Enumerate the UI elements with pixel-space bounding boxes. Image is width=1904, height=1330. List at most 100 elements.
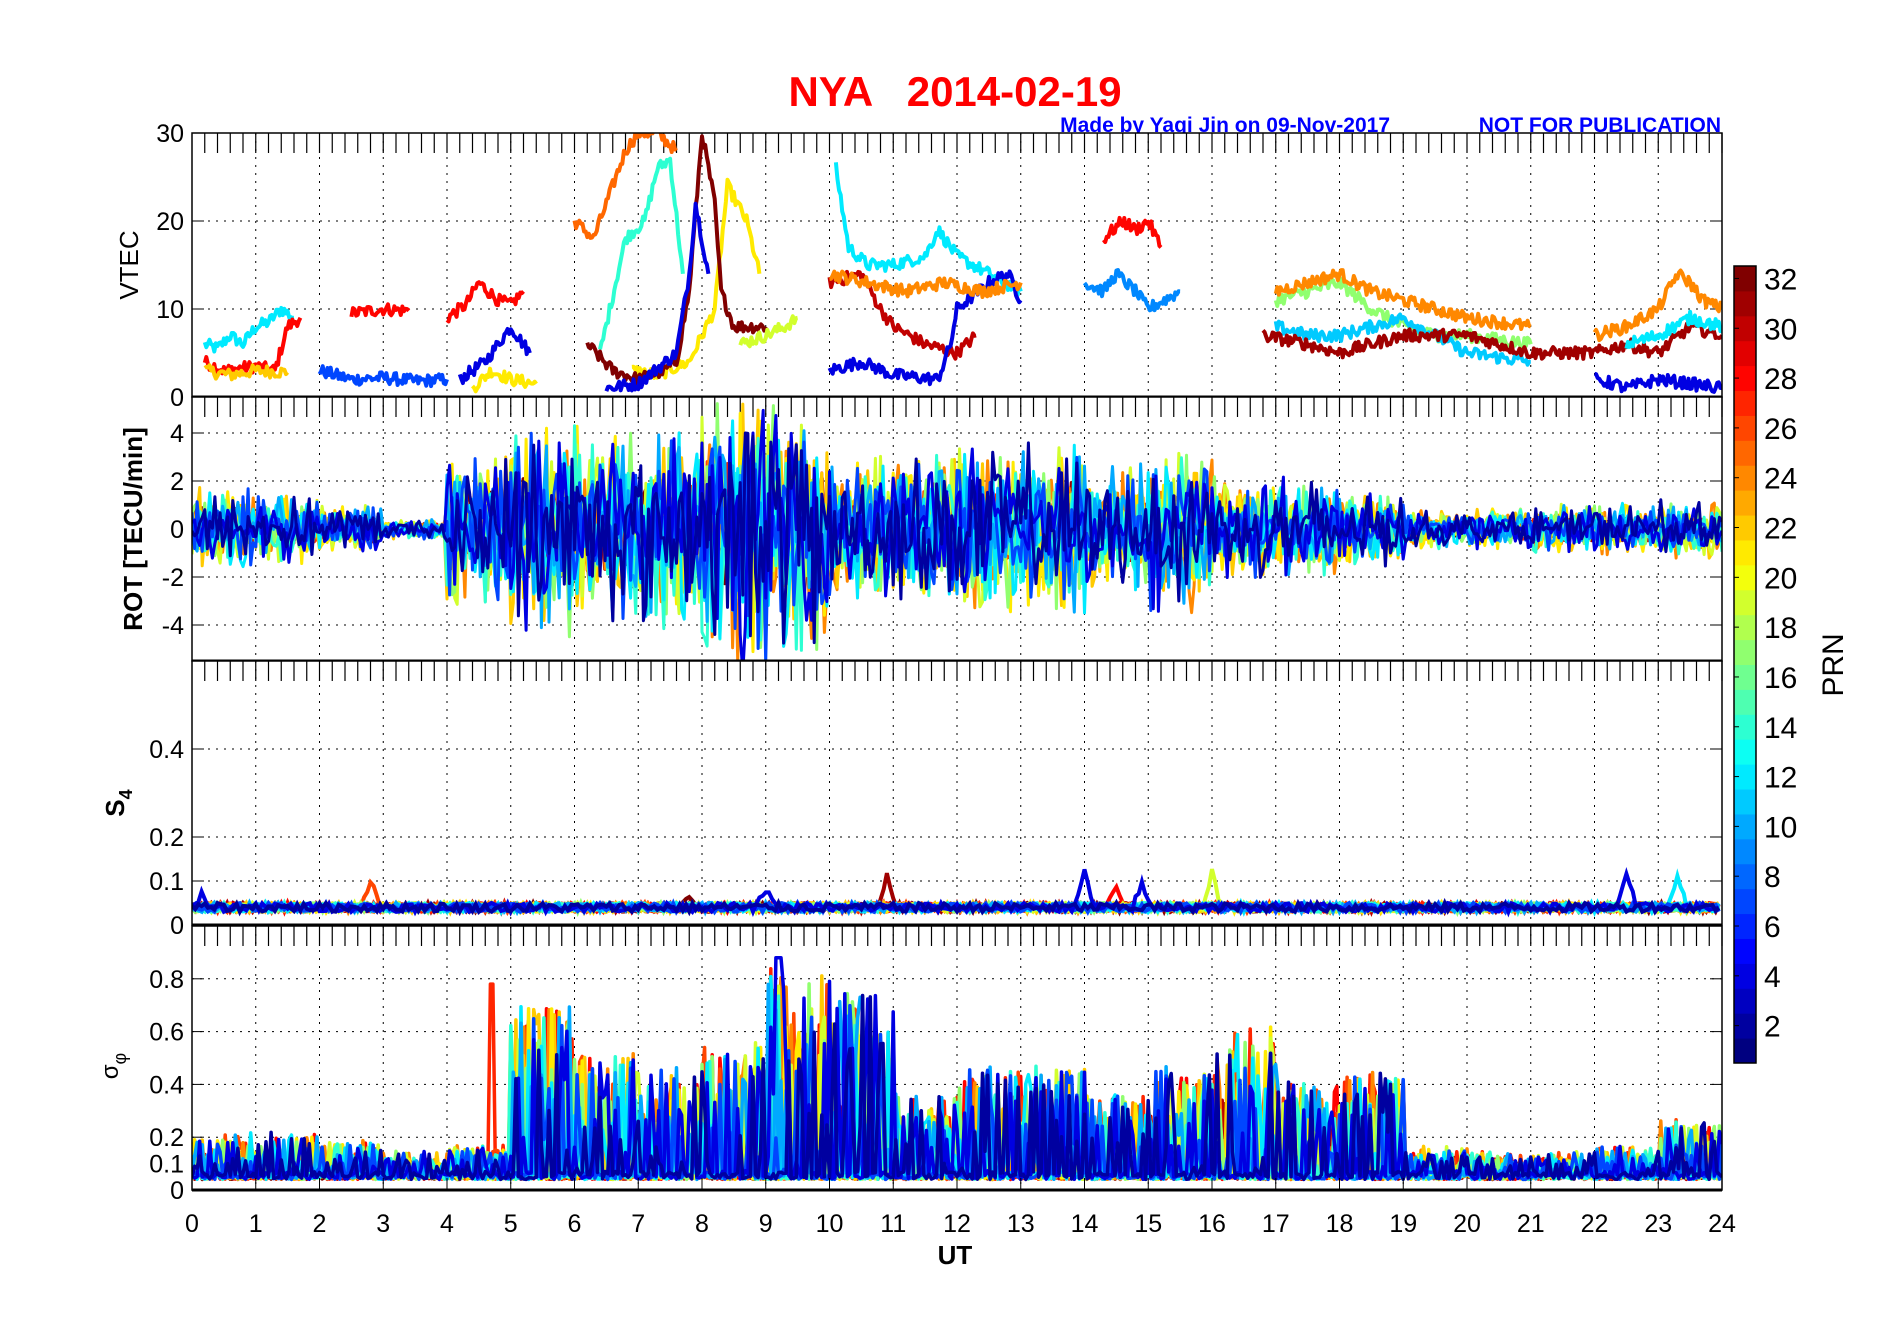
colorbar-swatch-5 bbox=[1734, 938, 1756, 964]
panel-rot: -4 -2 0 2 4 ROT [TECU/min] bbox=[118, 396, 1723, 663]
plot-area bbox=[192, 661, 1722, 925]
x-tick-label: 4 bbox=[440, 1210, 454, 1238]
colorbar-swatch-3 bbox=[1734, 988, 1756, 1014]
x-tick-label: 23 bbox=[1644, 1210, 1672, 1238]
vtec-series-prn-7 bbox=[317, 364, 449, 389]
colorbar-label: PRN bbox=[1817, 633, 1850, 696]
colorbar-swatch-2 bbox=[1734, 1013, 1756, 1039]
y-tick-label: 20 bbox=[156, 208, 184, 236]
colorbar-swatch-1 bbox=[1734, 1038, 1756, 1064]
vtec-series-prn-24 bbox=[1592, 268, 1722, 343]
s4-series-prn-2 bbox=[192, 897, 1721, 917]
panel-vtec: 0 10 20 30 VTEC bbox=[114, 120, 1723, 412]
colorbar-swatch-18 bbox=[1734, 614, 1756, 641]
colorbar-border bbox=[1733, 265, 1757, 1064]
x-tick-label: 9 bbox=[759, 1210, 773, 1238]
y-tick-label: 0.1 bbox=[149, 1151, 184, 1179]
vtec-series-prn-4 bbox=[457, 327, 532, 385]
vtec-series-prn-11 bbox=[1273, 312, 1532, 367]
vtec-series-prn-4 bbox=[1594, 371, 1722, 394]
vtec-series-prn-25 bbox=[572, 133, 678, 240]
y-tick-label: 0.8 bbox=[149, 966, 184, 994]
y-tick-label: 0.6 bbox=[149, 1019, 184, 1047]
colorbar-tick-label: 12 bbox=[1764, 762, 1797, 795]
x-tick-label: 22 bbox=[1581, 1210, 1609, 1238]
x-tick-label: 15 bbox=[1134, 1210, 1162, 1238]
colorbar-tick-label: 14 bbox=[1764, 712, 1797, 745]
colorbar-tick-label: 24 bbox=[1764, 463, 1797, 496]
colorbar-swatch-16 bbox=[1734, 664, 1756, 690]
colorbar-swatch-23 bbox=[1734, 490, 1756, 516]
vtec-series-prn-28 bbox=[349, 302, 411, 318]
colorbar-swatch-19 bbox=[1734, 589, 1756, 616]
colorbar-swatch-30 bbox=[1734, 315, 1756, 342]
vtec-series-prn-32 bbox=[585, 134, 768, 387]
x-tick-label: 5 bbox=[504, 1210, 518, 1238]
colorbar-tick-label: 22 bbox=[1764, 513, 1797, 546]
colorbar-tick-label: 8 bbox=[1764, 861, 1781, 894]
colorbar-swatch-17 bbox=[1734, 639, 1756, 665]
colorbar-swatch-4 bbox=[1734, 963, 1756, 989]
sigma-series-prn-2 bbox=[192, 993, 1722, 1182]
colorbar-tick-label: 16 bbox=[1764, 662, 1797, 695]
x-tick-label: 13 bbox=[1007, 1210, 1035, 1238]
colorbar-swatch-15 bbox=[1734, 689, 1756, 715]
y-tick-label: 0.2 bbox=[149, 1124, 184, 1152]
y-tick-label: 10 bbox=[156, 296, 184, 324]
x-tick-label: 17 bbox=[1262, 1210, 1290, 1238]
colorbar-swatch-11 bbox=[1734, 789, 1756, 815]
y-tick-label: 0 bbox=[170, 516, 184, 544]
y-tick-label: 0 bbox=[170, 384, 184, 412]
colorbar-swatch-14 bbox=[1734, 714, 1756, 740]
vtec-series-prn-19 bbox=[738, 314, 798, 349]
x-tick-label: 11 bbox=[880, 1210, 906, 1238]
x-tick-label: 7 bbox=[631, 1210, 645, 1238]
chart-credit: Made by Yaqi Jin on 09-Nov-2017 bbox=[1060, 114, 1390, 137]
colorbar-tick-label: 30 bbox=[1764, 313, 1797, 346]
series-group bbox=[202, 133, 1722, 394]
colorbar-swatch-8 bbox=[1734, 863, 1756, 890]
x-tick-label: 19 bbox=[1389, 1210, 1417, 1238]
colorbar-tick-label: 4 bbox=[1764, 961, 1781, 994]
x-tick-label: 18 bbox=[1326, 1210, 1354, 1238]
colorbar-tick-label: 32 bbox=[1764, 263, 1797, 296]
x-tick-label: 8 bbox=[695, 1210, 709, 1238]
colorbar-swatch-26 bbox=[1734, 415, 1756, 441]
colorbar-swatch-27 bbox=[1734, 390, 1756, 416]
chart-title: NYA 2014-02-19 bbox=[788, 68, 1121, 115]
colorbar-swatch-7 bbox=[1734, 888, 1756, 915]
colorbar-tick-label: 20 bbox=[1764, 562, 1797, 595]
x-tick-label: 6 bbox=[568, 1210, 582, 1238]
x-tick-label: 3 bbox=[376, 1210, 390, 1238]
colorbar-swatch-6 bbox=[1734, 913, 1756, 939]
y-tick-label: 0 bbox=[170, 912, 184, 940]
y-axis-label: ROT [TECU/min] bbox=[118, 427, 148, 631]
x-axis-label: UT bbox=[938, 1240, 973, 1270]
colorbar-tick-label: 18 bbox=[1764, 612, 1797, 645]
y-tick-label: 0.1 bbox=[149, 868, 184, 896]
colorbar-swatch-9 bbox=[1734, 838, 1756, 865]
vtec-series-prn-4 bbox=[827, 269, 1023, 387]
colorbar-swatch-20 bbox=[1734, 564, 1756, 591]
colorbar-tick-label: 2 bbox=[1764, 1011, 1781, 1044]
vtec-series-prn-28 bbox=[1102, 215, 1163, 249]
colorbar-swatch-10 bbox=[1734, 813, 1756, 840]
vtec-series-prn-24 bbox=[1273, 268, 1532, 331]
x-tick-label: 10 bbox=[816, 1210, 844, 1238]
vtec-series-prn-17 bbox=[1273, 275, 1533, 352]
vtec-series-prn-21 bbox=[471, 366, 538, 394]
colorbar-tick-label: 26 bbox=[1764, 413, 1797, 446]
colorbar-tick-label: 28 bbox=[1764, 363, 1797, 396]
y-tick-label: 0.4 bbox=[149, 1071, 184, 1099]
y-tick-label: -2 bbox=[162, 564, 184, 592]
chart-disclaimer: NOT FOR PUBLICATION bbox=[1479, 114, 1721, 137]
vtec-series-prn-12 bbox=[833, 162, 1023, 297]
panel-sigma_phi: 00.10.2 0.4 0.6 0.8 σφ bbox=[97, 925, 1723, 1205]
vtec-series-prn-31 bbox=[1261, 320, 1722, 361]
colorbar-tick-label: 6 bbox=[1764, 911, 1781, 944]
colorbar-swatch-32 bbox=[1734, 266, 1756, 292]
colorbar-swatch-24 bbox=[1734, 465, 1756, 491]
x-tick-label: 20 bbox=[1453, 1210, 1481, 1238]
